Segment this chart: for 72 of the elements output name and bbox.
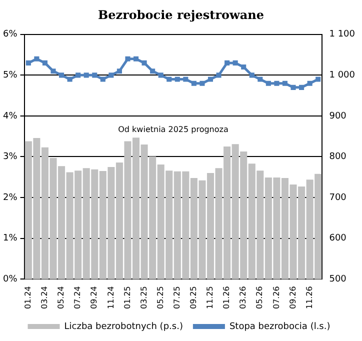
- y-tick-label: 6%: [2, 30, 18, 40]
- point: [216, 72, 222, 78]
- point: [142, 60, 147, 66]
- point: [158, 72, 164, 78]
- y-tick-label: 1%: [2, 234, 18, 244]
- point: [59, 72, 64, 78]
- point: [191, 80, 196, 86]
- point: [258, 76, 263, 82]
- point: [241, 64, 246, 70]
- point: [290, 84, 296, 90]
- y-tick-label: 2%: [2, 192, 18, 203]
- point: [266, 80, 271, 86]
- x-tick-label: 05.26: [255, 286, 264, 310]
- point: [116, 68, 122, 74]
- point: [282, 80, 288, 86]
- point: [108, 72, 114, 78]
- point: [100, 76, 106, 82]
- point: [232, 60, 238, 66]
- y-tick-label: 4%: [2, 111, 18, 122]
- x-tick-label: 01.24: [23, 286, 32, 310]
- y-tick-label: 5%: [2, 70, 18, 81]
- x-tick-label: 09.25: [189, 286, 198, 310]
- point: [133, 56, 139, 62]
- x-tick-label: 03.24: [40, 286, 50, 310]
- y2-tick-label: 700: [329, 192, 347, 203]
- annotation: Od kwietnia 2025 prognoza: [118, 125, 228, 134]
- y2-tick-label: 1 000: [329, 70, 356, 81]
- y-tick-label: 3%: [2, 152, 18, 162]
- point: [299, 84, 304, 90]
- x-tick-label: 03.26: [238, 286, 248, 310]
- x-tick-label: 07.24: [73, 286, 82, 310]
- x-tick-label: 01.25: [122, 286, 132, 310]
- point: [249, 72, 254, 78]
- x-tick-label: 09.24: [90, 286, 99, 310]
- point: [34, 56, 40, 62]
- point: [76, 72, 81, 78]
- x-tick-label: 11.24: [106, 286, 116, 310]
- point: [307, 80, 312, 86]
- y2-tick-label: 600: [329, 234, 347, 244]
- point: [42, 60, 48, 66]
- point: [166, 76, 172, 82]
- x-tick-label: 11.25: [206, 286, 215, 310]
- x-tick-label: 09.26: [288, 286, 298, 310]
- point: [200, 80, 205, 86]
- y-tick-label: 0%: [2, 274, 18, 284]
- x-tick-label: 11.26: [304, 286, 314, 310]
- x-tick-label: 07.26: [272, 286, 281, 310]
- point: [150, 68, 156, 74]
- point: [92, 72, 98, 78]
- x-tick-label: 01.26: [222, 286, 232, 310]
- point: [84, 72, 89, 78]
- point: [125, 56, 130, 62]
- point: [183, 76, 188, 82]
- x-tick-label: 05.25: [156, 286, 165, 310]
- point: [208, 76, 214, 82]
- point: [224, 60, 230, 66]
- y2-tick-label: 800: [329, 152, 347, 162]
- y2-tick-label: 500: [329, 274, 347, 284]
- point: [174, 76, 180, 82]
- point: [274, 80, 280, 86]
- point: [50, 68, 56, 74]
- y2-tick-label: 900: [329, 111, 347, 122]
- x-tick-label: 07.25: [172, 286, 182, 310]
- point: [67, 76, 72, 82]
- x-tick-label: 03.25: [139, 286, 148, 310]
- chart-title: Bezrobocie rejestrowane: [96, 8, 265, 24]
- x-tick-label: 05.24: [56, 286, 66, 310]
- legend-label: Liczba bezrobotnych (p.s.): [64, 322, 183, 332]
- y2-tick-label: 1 100: [329, 30, 356, 40]
- point: [26, 60, 31, 66]
- legend-label: Stopa bezrobocia (l.s.): [229, 322, 330, 332]
- point: [316, 76, 321, 82]
